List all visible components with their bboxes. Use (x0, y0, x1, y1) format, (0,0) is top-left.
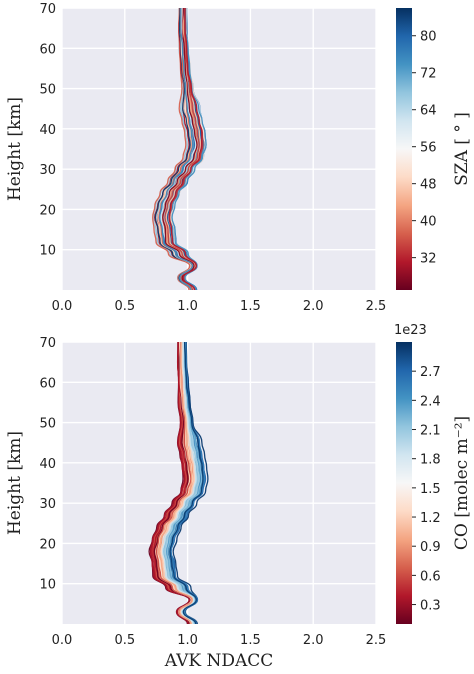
top-plot-area (62, 8, 376, 290)
avk-profile-line (164, 8, 200, 290)
x-tick-label: 0.0 (52, 633, 73, 648)
top-colorbar-ticks: 32 40 48 56 64 72 80 (412, 30, 437, 267)
avk-profile-line (172, 342, 209, 624)
colorbar-tick-label: 2.7 (420, 365, 441, 380)
colorbar-tick-label: 2.1 (420, 424, 441, 439)
avk-profile-line (169, 342, 204, 624)
bottom-profile-lines (148, 342, 209, 624)
x-tick-label: 2.0 (303, 299, 324, 314)
colorbar-tick-label: 1.5 (420, 482, 441, 497)
bottom-y-axis-label: Height [km] (5, 431, 25, 535)
bottom-x-axis-label: AVK NDACC (164, 651, 274, 671)
avk-profile-line (163, 342, 200, 624)
top-profile-lines (152, 8, 207, 290)
avk-profile-line (154, 8, 193, 290)
colorbar-tick-label: 2.4 (420, 394, 441, 409)
avk-profile-line (161, 342, 197, 624)
y-tick-label: 20 (39, 537, 56, 552)
x-tick-label: 0.5 (114, 633, 135, 648)
y-tick-label: 30 (39, 497, 56, 512)
bottom-tick-labels: 0.0 0.5 1.0 1.5 2.0 2.5 10 20 30 40 50 60 70 (39, 336, 386, 648)
x-tick-label: 2.5 (366, 299, 387, 314)
bottom-colorbar-ticks: 0.3 0.6 0.9 1.2 1.5 1.8 2.1 2.4 2.7 (412, 365, 441, 614)
bottom-panel: 0.0 0.5 1.0 1.5 2.0 2.5 10 20 30 40 50 60 70 Height … (5, 323, 472, 671)
colorbar-tick-label: 1.2 (420, 511, 441, 526)
y-tick-label: 30 (39, 163, 56, 178)
y-tick-label: 10 (39, 578, 56, 593)
avk-profile-line (162, 8, 198, 290)
y-tick-label: 40 (39, 457, 56, 472)
y-tick-label: 70 (39, 2, 56, 17)
x-tick-label: 0.5 (114, 299, 135, 314)
top-panel: 0.0 0.5 1.0 1.5 2.0 2.5 10 20 30 40 50 60 70 Height … (5, 2, 472, 314)
y-tick-label: 50 (39, 83, 56, 98)
colorbar-tick-label: 48 (420, 178, 437, 193)
top-colorbar-label: SZA [ ° ] (452, 112, 472, 186)
colorbar-tick-label: 80 (420, 30, 437, 45)
x-tick-label: 1.0 (177, 633, 198, 648)
colorbar-tick-label: 64 (420, 104, 437, 119)
avk-profile-line (149, 342, 191, 624)
avk-profile-line (158, 8, 194, 290)
x-tick-label: 1.5 (240, 299, 261, 314)
avk-profile-line (153, 342, 192, 624)
x-tick-label: 1.0 (177, 299, 198, 314)
y-tick-label: 60 (39, 42, 56, 57)
avk-profile-line (168, 8, 203, 290)
x-tick-label: 0.0 (52, 299, 73, 314)
x-tick-label: 2.5 (366, 633, 387, 648)
colorbar-tick-label: 72 (420, 67, 437, 82)
colorbar-tick-label: 56 (420, 141, 437, 156)
x-tick-label: 1.5 (240, 633, 261, 648)
bottom-plot-area (62, 342, 376, 624)
y-tick-label: 40 (39, 123, 56, 138)
colorbar-tick-label: 0.9 (420, 540, 441, 555)
y-tick-label: 70 (39, 336, 56, 351)
avk-profile-line (152, 8, 191, 290)
y-tick-label: 20 (39, 203, 56, 218)
bottom-grid (61, 341, 377, 624)
colorbar-tick-label: 1.8 (420, 453, 441, 468)
top-tick-labels: 0.0 0.5 1.0 1.5 2.0 2.5 10 20 30 40 50 60 70 (39, 2, 386, 314)
bottom-colorbar (396, 342, 412, 624)
bottom-colorbar-offset: 1e23 (394, 323, 427, 338)
avk-profile-line (152, 342, 192, 624)
colorbar-tick-label: 0.3 (420, 599, 441, 614)
top-colorbar (396, 8, 412, 290)
y-tick-label: 10 (39, 244, 56, 259)
y-tick-label: 50 (39, 417, 56, 432)
bottom-colorbar-label: CO [molec m⁻²] (452, 416, 472, 550)
avk-profile-line (171, 8, 207, 290)
x-tick-label: 2.0 (303, 633, 324, 648)
avk-profile-line (157, 342, 194, 624)
y-tick-label: 60 (39, 376, 56, 391)
top-y-axis-label: Height [km] (5, 97, 25, 201)
colorbar-tick-label: 0.6 (420, 569, 441, 584)
colorbar-tick-label: 40 (420, 215, 437, 230)
colorbar-tick-label: 32 (420, 252, 437, 267)
